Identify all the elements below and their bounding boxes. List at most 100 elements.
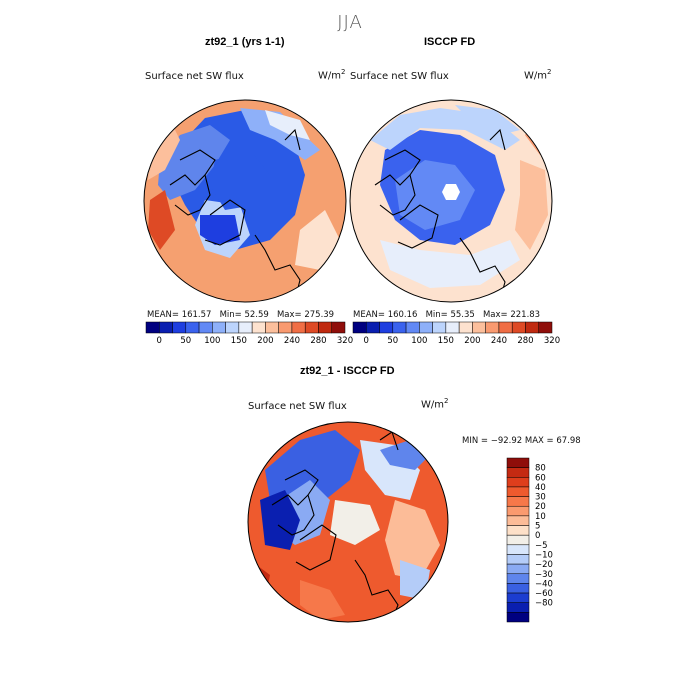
diff-colorbar-swatch	[506, 602, 530, 613]
model-colorbar-swatch	[238, 321, 253, 334]
diff-colorbar-swatch	[506, 534, 530, 546]
model-colorbar-swatch	[331, 321, 346, 334]
obs-colorbar-swatch	[419, 321, 433, 334]
model-colorbar-swatch	[212, 321, 226, 334]
obs-min-value: 55.35	[450, 310, 475, 320]
obs-coastline	[397, 204, 439, 249]
diff-colorbar-tick-label: 80	[535, 464, 546, 474]
model-colorbar-swatch	[291, 321, 306, 334]
diff-minmax: MIN = −92.92 MAX = 67.98	[462, 436, 581, 446]
model-map-field	[144, 100, 346, 302]
model-mean-value: 161.57	[181, 310, 212, 320]
obs-coastline	[374, 173, 416, 216]
model-colorbar-swatch	[185, 321, 200, 334]
obs-colorbar-swatch	[445, 321, 460, 334]
model-coastline	[284, 128, 301, 151]
obs-colorbar-tick-label: 240	[491, 336, 507, 346]
diff-colorbar-tick-label: 5	[535, 522, 540, 532]
model-polar-map	[143, 99, 347, 303]
diff-field-region	[265, 430, 360, 510]
model-colorbar-swatch	[159, 321, 173, 334]
diff-colorbar-swatch	[506, 554, 530, 565]
obs-colorbar: 0 50 100 150 200 240 280 320	[352, 321, 560, 346]
obs-field-region	[455, 105, 520, 135]
diff-colorbar-tick-label: −10	[535, 550, 553, 560]
obs-mean-value: 160.16	[387, 310, 418, 320]
model-colorbar-swatch	[278, 321, 293, 334]
model-panel-title: zt92_1 (yrs 1-1)	[205, 36, 285, 48]
diff-colorbar-tick-label: 40	[535, 483, 546, 493]
diff-units-label: W/m2	[421, 397, 449, 411]
obs-colorbar-tick-label: 280	[517, 336, 533, 346]
model-colorbar-tick-label: 280	[310, 336, 326, 346]
model-colorbar-swatch	[318, 321, 332, 334]
diff-colorbar-swatch	[506, 563, 530, 575]
diff-colorbar-swatch	[506, 525, 530, 536]
obs-colorbar-tick-label: 200	[464, 336, 480, 346]
obs-colorbar-swatch	[366, 321, 380, 334]
diff-field-region	[300, 580, 345, 620]
diff-map-border	[247, 421, 449, 623]
model-colorbar-swatch	[225, 321, 240, 334]
diff-colorbar-tick-label: −40	[535, 579, 553, 589]
model-units-label: W/m2	[318, 68, 346, 82]
obs-colorbar-swatch	[352, 321, 367, 334]
obs-field-region	[442, 184, 460, 200]
model-colorbar-swatch	[145, 321, 160, 334]
model-coastline	[254, 234, 301, 301]
obs-field-region	[515, 160, 548, 250]
diff-colorbar-swatch	[506, 544, 530, 555]
model-field-region	[210, 150, 270, 210]
obs-colorbar-swatch	[485, 321, 500, 334]
model-colorbar-tick-label: 100	[204, 336, 220, 346]
obs-colorbar-swatch	[392, 321, 407, 334]
model-colorbar-swatch	[265, 321, 279, 334]
model-colorbar-tick-label: 320	[337, 336, 353, 346]
model-colorbar-tick-label: 200	[257, 336, 273, 346]
obs-variable-label: Surface net SW flux	[350, 71, 449, 82]
diff-colorbar-swatch	[506, 477, 530, 488]
diff-colorbar-tick-label: −5	[535, 541, 548, 551]
model-colorbar: 0 50 100 150 200 240 280 320	[145, 321, 353, 346]
obs-max-value: 221.83	[510, 310, 541, 320]
diff-field-region	[385, 500, 440, 580]
model-variable-label: Surface net SW flux	[145, 71, 244, 82]
obs-coastline	[384, 149, 421, 176]
model-field-region	[295, 210, 340, 270]
diff-coastline	[271, 493, 315, 536]
diff-colorbar-swatch	[506, 457, 530, 468]
obs-panel-title: ISCCP FD	[424, 36, 476, 48]
diff-coastline	[284, 469, 319, 496]
obs-colorbar-swatch	[525, 321, 539, 334]
obs-colorbar-swatch	[379, 321, 394, 334]
diff-colorbar-swatch	[506, 515, 530, 526]
obs-field-region	[395, 160, 475, 230]
diff-colorbar-swatch	[506, 573, 530, 584]
diff-colorbar-tick-label: −20	[535, 560, 553, 570]
obs-colorbar-swatch	[538, 321, 553, 334]
obs-map-field	[350, 100, 552, 302]
diff-colorbar-tick-label: −80	[535, 599, 553, 609]
obs-field-region	[380, 240, 520, 288]
diff-coastline	[354, 559, 399, 621]
diff-map-field	[248, 422, 448, 622]
model-colorbar-tick-label: 50	[180, 336, 191, 346]
model-colorbar-swatch	[304, 321, 319, 334]
model-max-value: 275.39	[304, 310, 335, 320]
obs-colorbar-tick-label: 100	[411, 336, 427, 346]
obs-colorbar-tick-label: 320	[544, 336, 560, 346]
obs-colorbar-tick-label: 150	[438, 336, 454, 346]
model-field-region	[240, 108, 320, 160]
diff-colorbar-swatch	[506, 467, 530, 478]
model-coastline	[179, 149, 216, 176]
obs-colorbar-swatch	[498, 321, 513, 334]
diff-colorbar-tick-label: 30	[535, 493, 546, 503]
model-colorbar-tick-label: 0	[157, 336, 162, 346]
diff-colorbar-swatch	[506, 612, 530, 623]
diff-colorbar-swatch	[506, 505, 530, 517]
diff-panel-title: zt92_1 - ISCCP FD	[300, 365, 395, 377]
diff-colorbar-swatch	[506, 583, 530, 594]
obs-colorbar-swatch	[458, 321, 473, 334]
